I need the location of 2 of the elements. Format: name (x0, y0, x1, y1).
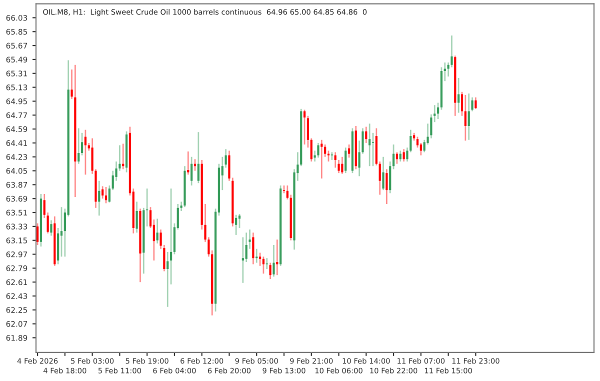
candlestick (413, 132, 416, 142)
candlestick (330, 152, 333, 161)
